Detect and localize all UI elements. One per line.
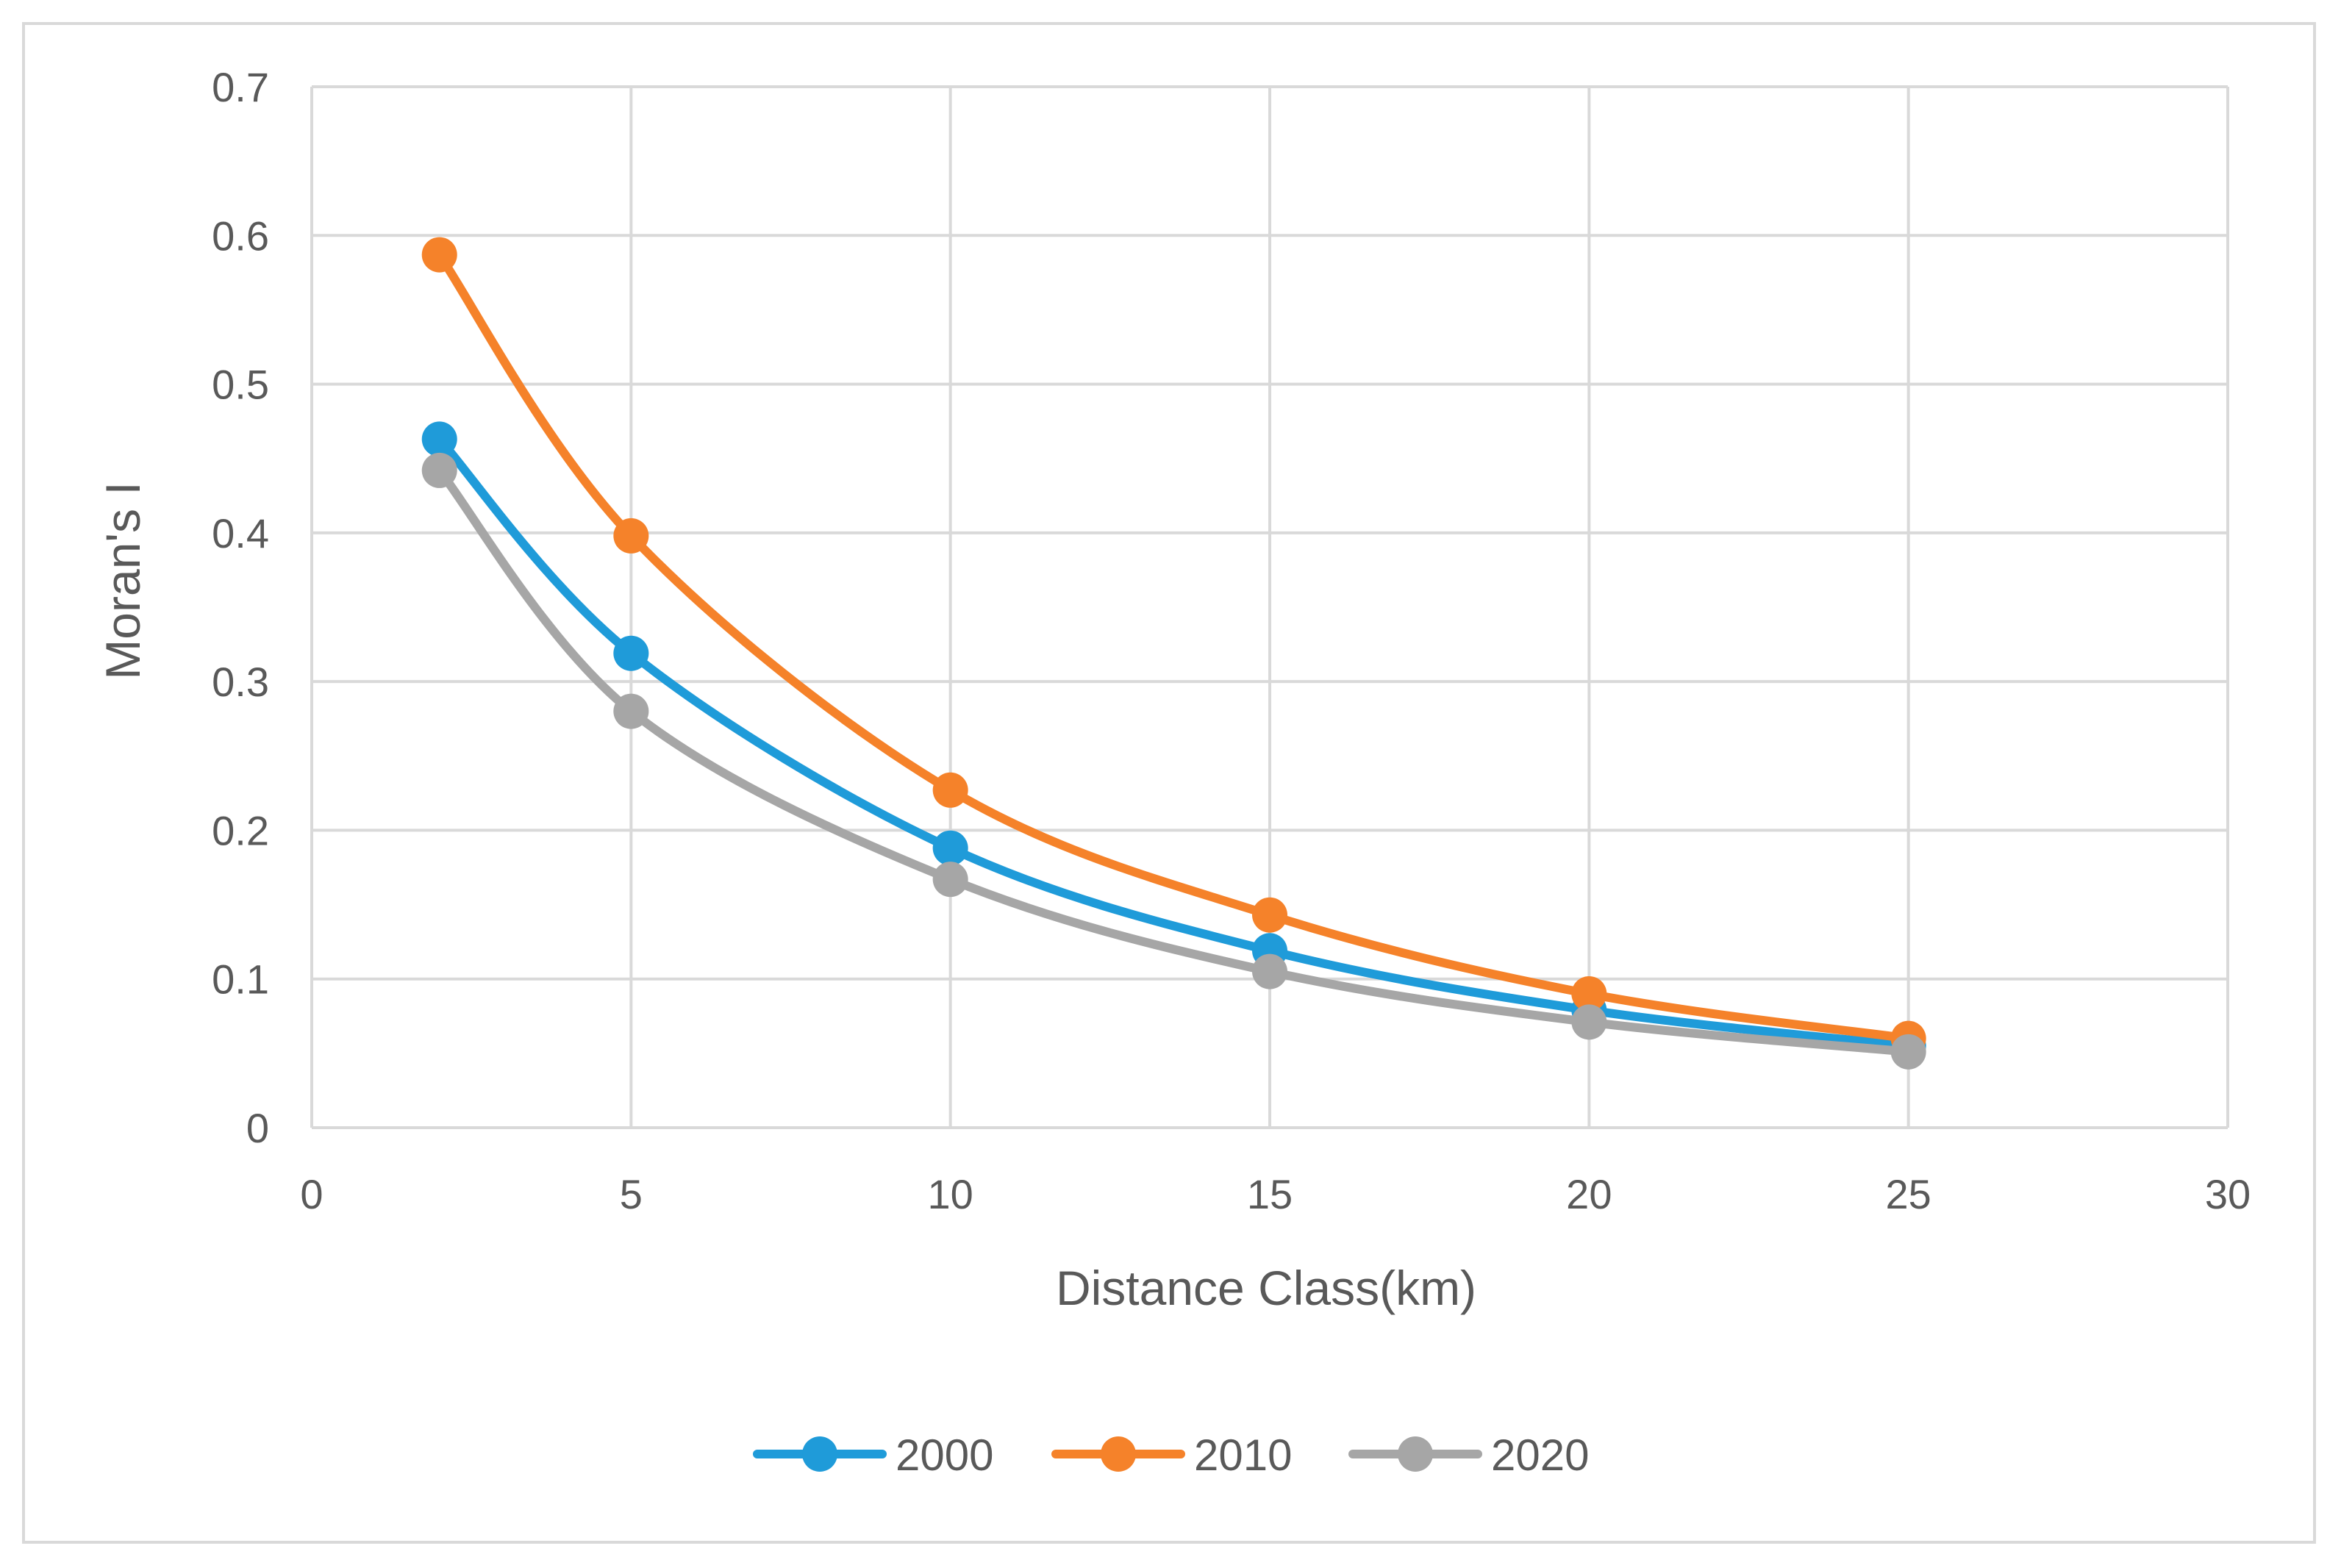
y-tick-label: 0.4 bbox=[212, 510, 269, 556]
y-tick-label: 0.1 bbox=[212, 956, 269, 1003]
y-axis-ticks: 0 0.1 0.2 0.3 0.4 0.5 0.6 0.7 bbox=[212, 64, 269, 1151]
y-tick-label: 0.5 bbox=[212, 362, 269, 408]
data-point-2020 bbox=[613, 693, 649, 729]
chart-frame bbox=[22, 22, 2316, 1544]
y-tick-label: 0.6 bbox=[212, 212, 269, 259]
x-tick-label: 30 bbox=[2205, 1171, 2251, 1217]
data-point-2020 bbox=[1252, 953, 1287, 989]
x-tick-label: 5 bbox=[620, 1171, 643, 1217]
x-tick-label: 10 bbox=[928, 1171, 973, 1217]
y-tick-label: 0.3 bbox=[212, 659, 269, 705]
series-2010 bbox=[421, 237, 1926, 1056]
legend-marker-2020 bbox=[1398, 1436, 1433, 1472]
x-tick-label: 25 bbox=[1886, 1171, 1931, 1217]
legend-label-2000: 2000 bbox=[896, 1431, 993, 1480]
data-point-2010 bbox=[1252, 897, 1287, 933]
data-point-2000 bbox=[932, 830, 968, 866]
series-line-2020 bbox=[435, 465, 1913, 1056]
series-line-2010 bbox=[435, 250, 1913, 1043]
legend-label-2020: 2020 bbox=[1491, 1431, 1589, 1480]
legend-item-2000: 2000 bbox=[753, 1431, 993, 1480]
legend-label-2010: 2010 bbox=[1194, 1431, 1292, 1480]
y-axis-title: Moran's I bbox=[96, 482, 150, 679]
legend-item-2020: 2020 bbox=[1348, 1431, 1589, 1480]
data-point-2000 bbox=[421, 421, 457, 457]
series-line-2000 bbox=[435, 434, 1913, 1050]
legend-marker-2000 bbox=[802, 1436, 837, 1472]
y-tick-label: 0 bbox=[246, 1105, 269, 1151]
legend-item-2010: 2010 bbox=[1051, 1431, 1292, 1480]
x-axis-title: Distance Class(km) bbox=[1056, 1261, 1476, 1315]
series-2020 bbox=[421, 452, 1926, 1070]
grid-lines bbox=[310, 85, 2229, 1129]
data-point-2010 bbox=[613, 518, 649, 554]
series-2000 bbox=[421, 421, 1926, 1064]
data-point-2020 bbox=[421, 452, 457, 488]
y-tick-label: 0.7 bbox=[212, 64, 269, 110]
data-point-2020 bbox=[932, 862, 968, 898]
data-point-2020 bbox=[1890, 1034, 1926, 1070]
data-point-2020 bbox=[1571, 1004, 1607, 1040]
legend: 2000 2010 2020 bbox=[753, 1431, 1589, 1480]
series-group bbox=[421, 237, 1926, 1070]
x-tick-label: 20 bbox=[1566, 1171, 1612, 1217]
data-point-2000 bbox=[613, 635, 649, 671]
x-tick-label: 0 bbox=[300, 1171, 323, 1217]
data-point-2010 bbox=[932, 772, 968, 808]
data-point-2010 bbox=[1571, 975, 1607, 1012]
y-tick-label: 0.2 bbox=[212, 807, 269, 853]
x-axis-ticks: 0 5 10 15 20 25 30 bbox=[300, 1171, 2251, 1217]
legend-marker-2010 bbox=[1101, 1436, 1136, 1472]
x-tick-label: 15 bbox=[1247, 1171, 1293, 1217]
data-point-2010 bbox=[421, 237, 457, 273]
